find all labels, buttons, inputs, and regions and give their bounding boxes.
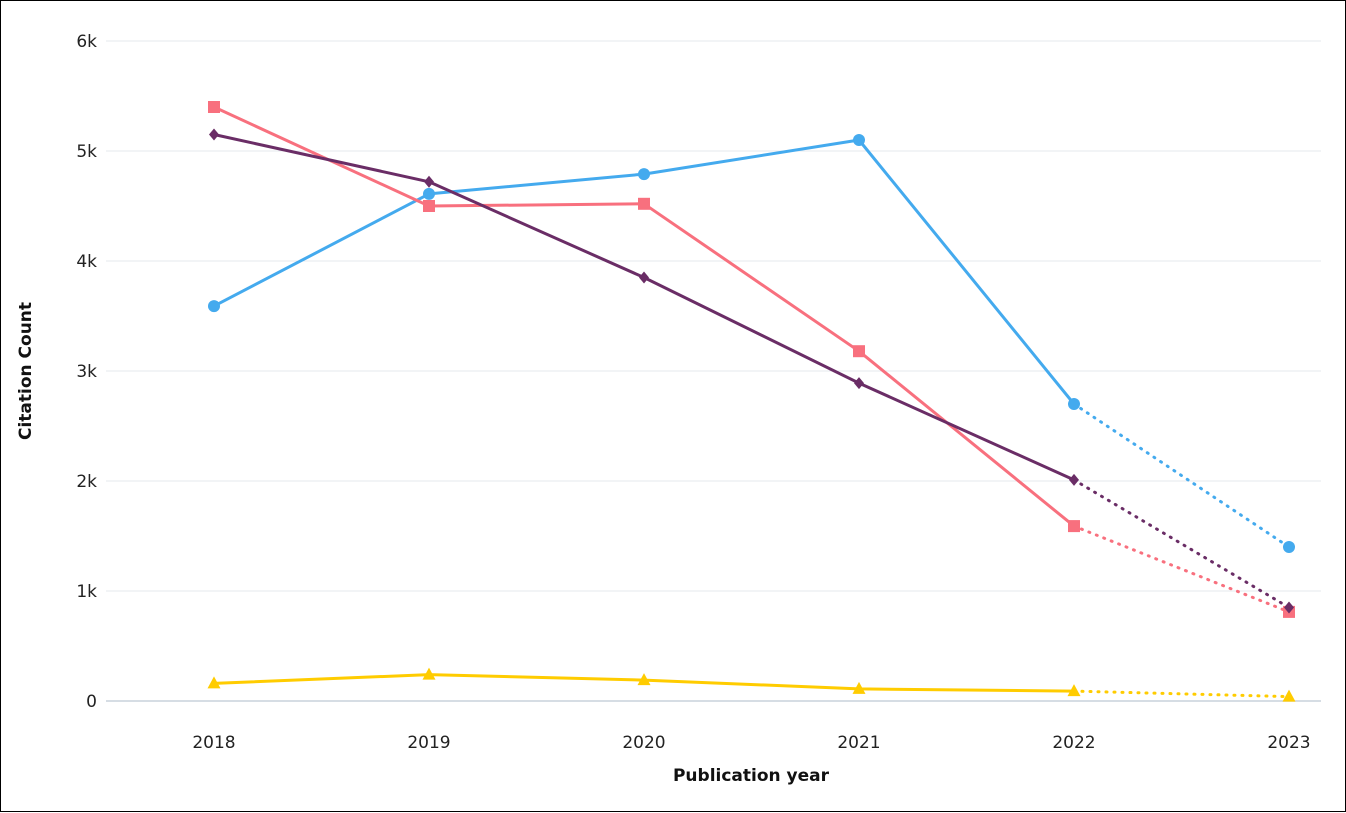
series-lines (212, 105, 1291, 699)
data-point-circle (638, 168, 650, 181)
data-point-circle (853, 134, 865, 146)
data-point-diamond (854, 377, 864, 390)
y-tick-label: 5k (76, 142, 97, 162)
data-point-circle (1283, 541, 1295, 553)
y-tick-label: 6k (76, 32, 97, 52)
series-markers (207, 101, 1296, 702)
x-axis-ticks: 2018 2019 2020 2021 2022 2023 (192, 733, 1310, 753)
y-axis-title: Citation Count (16, 302, 36, 440)
series-line (212, 133, 1076, 482)
data-point-circle (208, 300, 220, 313)
series-line-projection (1072, 689, 1291, 699)
series-line-projection (1072, 402, 1291, 549)
data-point-triangle (637, 673, 651, 686)
data-point-square (853, 345, 865, 358)
x-tick-label: 2021 (837, 733, 880, 753)
data-point-square (638, 197, 650, 210)
y-tick-label: 2k (76, 472, 97, 492)
series-line-projection (1072, 478, 1291, 609)
y-tick-label: 0 (86, 692, 97, 712)
x-tick-label: 2019 (407, 733, 450, 753)
x-tick-label: 2018 (192, 733, 235, 753)
data-point-diamond (1284, 601, 1294, 614)
y-tick-label: 3k (76, 362, 97, 382)
data-point-triangle (207, 676, 221, 689)
data-point-diamond (639, 271, 649, 284)
data-point-triangle (422, 667, 436, 680)
data-point-triangle (852, 681, 866, 694)
data-point-triangle (1282, 689, 1296, 702)
data-point-square (1068, 520, 1080, 533)
y-tick-label: 4k (76, 252, 97, 272)
data-point-square (208, 101, 220, 113)
series-line-projection (1072, 524, 1291, 614)
data-point-diamond (1069, 473, 1079, 486)
data-point-triangle (1067, 684, 1081, 697)
y-axis-ticks: 0 1k 2k 3k 4k 5k 6k (76, 32, 97, 712)
data-point-square (423, 200, 435, 212)
x-axis-title: Publication year (673, 766, 830, 786)
y-tick-label: 1k (76, 582, 97, 602)
data-point-circle (423, 187, 435, 200)
data-point-diamond (209, 128, 219, 141)
data-point-circle (1068, 398, 1080, 410)
x-tick-label: 2022 (1052, 733, 1095, 753)
data-point-diamond (424, 175, 434, 188)
x-tick-label: 2023 (1267, 733, 1310, 753)
x-tick-label: 2020 (622, 733, 665, 753)
